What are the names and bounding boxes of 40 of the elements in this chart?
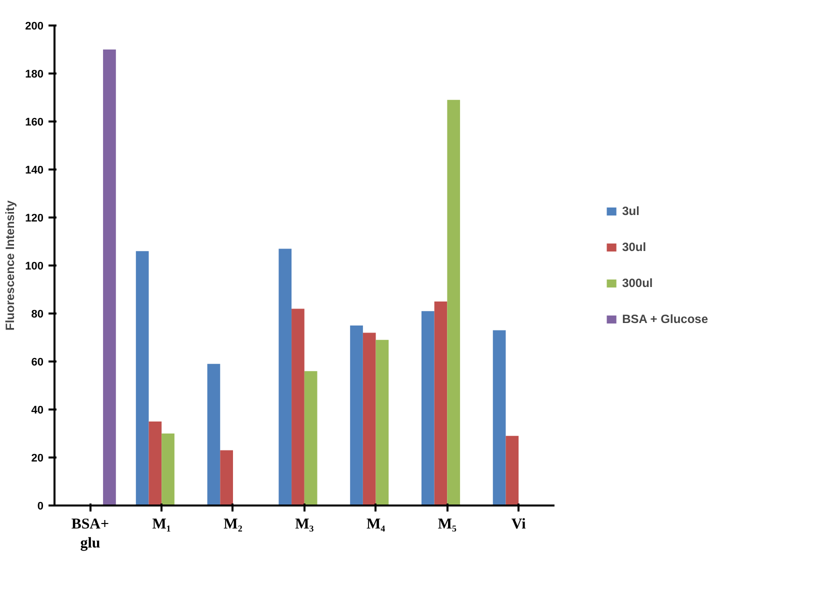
legend-label: 3ul [622,204,640,218]
bar [421,311,434,506]
bar [292,308,304,506]
bar [447,100,460,506]
bar [278,248,292,506]
bar [220,450,233,506]
x-tick-label: M₄ [366,516,386,532]
bar [162,434,174,506]
legend-label: 30ul [622,240,646,254]
x-tick-label: M₅ [438,516,458,532]
legend-label: BSA + Glucose [622,312,708,326]
y-tick-label: 160 [25,116,44,128]
y-tick-label: 180 [25,68,44,80]
y-tick-label: 60 [31,356,44,368]
bar [148,422,162,506]
x-tick-label: M₁ [152,516,171,532]
bar [506,436,519,506]
bar [376,340,389,506]
y-tick-label: 0 [37,500,44,512]
bar [362,332,376,506]
bar [434,302,448,506]
y-tick-label: 120 [25,212,44,224]
y-tick-label: 100 [25,260,44,272]
bar [350,326,363,506]
x-tick-label: Vi [511,516,526,532]
y-tick-label: 40 [31,404,44,416]
bar [207,364,220,506]
y-tick-label: 80 [31,308,44,320]
bar [136,251,149,506]
y-tick-label: 200 [25,20,44,32]
x-tick-label: BSA+ glu [71,516,110,552]
y-axis-title: Fluorescence Intensity [3,200,18,331]
bar [304,371,318,506]
y-tick-label: 140 [25,164,44,176]
legend-label: 300ul [622,276,653,290]
x-tick-label: M₂ [224,516,243,532]
bar [492,330,506,506]
bar [103,50,116,506]
y-tick-label: 20 [31,452,44,464]
x-tick-label: M₃ [295,516,314,532]
